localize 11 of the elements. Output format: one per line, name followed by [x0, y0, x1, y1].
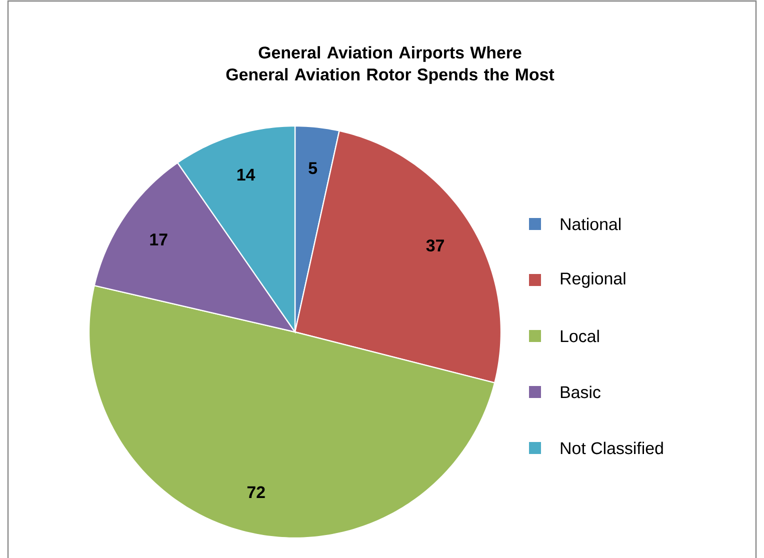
data-label: 37: [426, 240, 444, 252]
legend-label: Not Classified: [560, 442, 663, 454]
data-label: 17: [150, 234, 168, 246]
data-label: 14: [237, 168, 256, 181]
legend-label: Local: [560, 330, 599, 342]
legend-label: Regional: [560, 272, 626, 288]
data-label: 5: [308, 162, 318, 174]
legend-label: Basic: [560, 386, 600, 398]
chart-title: General Aviation Airports Where General Aviation Rotor Spends the Most: [226, 46, 554, 84]
legend-label: National: [560, 218, 621, 230]
data-label: 72: [247, 486, 265, 498]
